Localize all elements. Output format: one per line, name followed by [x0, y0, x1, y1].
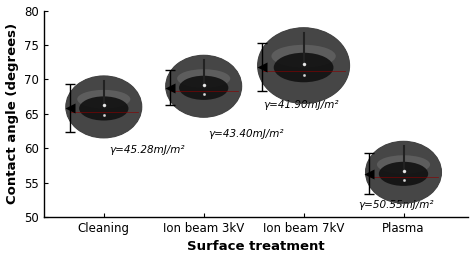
Ellipse shape — [77, 90, 130, 109]
Ellipse shape — [66, 76, 142, 138]
Text: γ=41.90mJ/m²: γ=41.90mJ/m² — [264, 100, 339, 110]
Ellipse shape — [166, 55, 242, 117]
Ellipse shape — [365, 141, 441, 203]
Ellipse shape — [365, 141, 441, 203]
Ellipse shape — [177, 69, 230, 88]
Ellipse shape — [66, 76, 142, 138]
Ellipse shape — [179, 76, 228, 100]
Ellipse shape — [273, 53, 334, 82]
Ellipse shape — [272, 45, 336, 68]
Text: γ=45.28mJ/m²: γ=45.28mJ/m² — [109, 145, 184, 155]
Ellipse shape — [379, 162, 428, 186]
Ellipse shape — [258, 28, 349, 103]
Ellipse shape — [66, 76, 142, 138]
X-axis label: Surface treatment: Surface treatment — [187, 240, 325, 254]
Ellipse shape — [365, 141, 441, 203]
Ellipse shape — [258, 28, 349, 103]
Ellipse shape — [79, 96, 128, 120]
Y-axis label: Contact angle (degrees): Contact angle (degrees) — [6, 23, 18, 204]
Ellipse shape — [166, 55, 242, 117]
Text: γ=50.55mJ/m²: γ=50.55mJ/m² — [358, 200, 434, 210]
Ellipse shape — [377, 155, 430, 174]
Text: γ=43.40mJ/m²: γ=43.40mJ/m² — [209, 129, 284, 139]
Ellipse shape — [166, 55, 242, 117]
Ellipse shape — [258, 28, 349, 103]
